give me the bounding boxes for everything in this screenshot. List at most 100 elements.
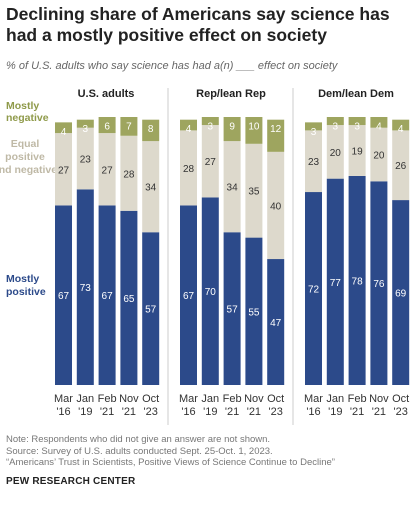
- notes: Note: Respondents who did not give an an…: [6, 434, 416, 469]
- legend-positive-line1: Mostly: [6, 273, 39, 285]
- x-tick-month: Oct: [267, 393, 284, 405]
- legend-negative-line2: negative: [6, 112, 49, 124]
- data-label: 34: [145, 183, 157, 194]
- data-label: 10: [248, 122, 260, 133]
- data-label: 3: [83, 124, 89, 135]
- data-label: 65: [123, 294, 135, 305]
- x-tick-month: Nov: [369, 393, 389, 405]
- bar-segment: [326, 125, 344, 179]
- bar-segment: [98, 117, 116, 134]
- bar-segment: [98, 205, 116, 385]
- bar-segment: [267, 259, 285, 385]
- x-tick-year: '21: [350, 406, 364, 418]
- x-tick-year: '21: [247, 406, 261, 418]
- bar-segment: [76, 119, 94, 128]
- x-tick-month: Mar: [179, 393, 198, 405]
- bar-segment: [370, 117, 388, 128]
- x-tick-month: Jan: [201, 393, 219, 405]
- x-tick-year: '16: [56, 406, 70, 418]
- bar-segment: [201, 117, 219, 126]
- x-tick-month: Nov: [244, 393, 264, 405]
- data-label: 70: [205, 287, 217, 298]
- bar-segment: [142, 119, 160, 142]
- bar-segment: [201, 125, 219, 198]
- data-label: 57: [145, 305, 157, 316]
- data-label: 27: [58, 165, 70, 176]
- bar-segment: [370, 127, 388, 182]
- source-line: Source: Survey of U.S. adults conducted …: [6, 445, 273, 457]
- x-tick-year: '21: [372, 406, 386, 418]
- data-label: 23: [308, 157, 320, 168]
- bar-segment: [120, 135, 138, 211]
- bar-segment: [305, 122, 322, 131]
- panel-title: Rep/lean Rep: [196, 88, 266, 100]
- bar-segment: [120, 210, 138, 385]
- data-label: 4: [186, 124, 192, 135]
- data-label: 4: [61, 127, 67, 138]
- bar-segment: [76, 189, 94, 385]
- data-label: 28: [183, 164, 195, 175]
- data-label: 76: [373, 279, 385, 290]
- bar-segment: [142, 141, 160, 233]
- bar-segment: [348, 117, 366, 126]
- legend-equal-line2: positive: [5, 151, 45, 163]
- x-tick-year: '16: [181, 406, 195, 418]
- data-label: 3: [208, 122, 214, 133]
- bar-segment: [223, 141, 241, 233]
- x-tick-month: Feb: [348, 393, 367, 405]
- bar-segment: [55, 122, 72, 134]
- data-label: 3: [354, 122, 360, 133]
- x-tick-month: Nov: [119, 393, 139, 405]
- data-label: 77: [330, 278, 342, 289]
- data-label: 55: [248, 307, 260, 318]
- data-label: 67: [183, 291, 195, 302]
- panel-title: Dem/lean Dem: [318, 88, 394, 100]
- bar-segment: [120, 117, 138, 136]
- legend-positive-line2: positive: [6, 286, 46, 298]
- x-tick-year: '19: [328, 406, 342, 418]
- x-tick-year: '23: [144, 406, 158, 418]
- bar-segment: [267, 151, 285, 260]
- brand-name: PEW RESEARCH CENTER: [6, 476, 136, 487]
- data-label: 67: [102, 291, 114, 302]
- x-tick-year: '19: [203, 406, 217, 418]
- data-label: 69: [395, 289, 407, 300]
- bar-segment: [180, 119, 197, 131]
- legend-negative-line1: Mostly: [6, 100, 39, 112]
- chart-subtitle: % of U.S. adults who say science has had…: [6, 60, 338, 72]
- bar-segment: [98, 133, 116, 206]
- x-tick-month: Jan: [76, 393, 94, 405]
- bar-segment: [245, 143, 263, 238]
- data-label: 7: [126, 122, 132, 133]
- bar-segment: [305, 192, 322, 385]
- x-tick-month: Oct: [142, 393, 159, 405]
- bar-segment: [245, 237, 263, 385]
- bar-segment: [223, 117, 241, 142]
- x-tick-month: Jan: [326, 393, 344, 405]
- data-label: 72: [308, 285, 320, 296]
- bar-segment: [267, 119, 285, 152]
- bar-segment: [326, 178, 344, 385]
- bar-segment: [305, 130, 322, 193]
- data-label: 28: [123, 169, 135, 180]
- bar-segment: [55, 205, 72, 385]
- bar-segment: [326, 117, 344, 126]
- data-label: 9: [229, 122, 235, 133]
- data-label: 6: [104, 122, 110, 133]
- data-label: 27: [205, 157, 217, 168]
- x-tick-year: '19: [78, 406, 92, 418]
- bar-segment: [348, 175, 366, 385]
- data-label: 73: [80, 283, 92, 294]
- x-tick-month: Oct: [392, 393, 409, 405]
- x-tick-month: Mar: [54, 393, 73, 405]
- data-label: 23: [80, 155, 92, 166]
- data-label: 40: [270, 201, 282, 212]
- data-label: 4: [398, 124, 404, 135]
- bar-segment: [76, 127, 94, 190]
- legend-equal-line3: and negative: [0, 164, 57, 176]
- x-tick-year: '21: [122, 406, 136, 418]
- x-tick-year: '23: [269, 406, 283, 418]
- data-label: 78: [352, 276, 364, 287]
- bar-segment: [142, 232, 160, 385]
- data-label: 3: [333, 122, 339, 133]
